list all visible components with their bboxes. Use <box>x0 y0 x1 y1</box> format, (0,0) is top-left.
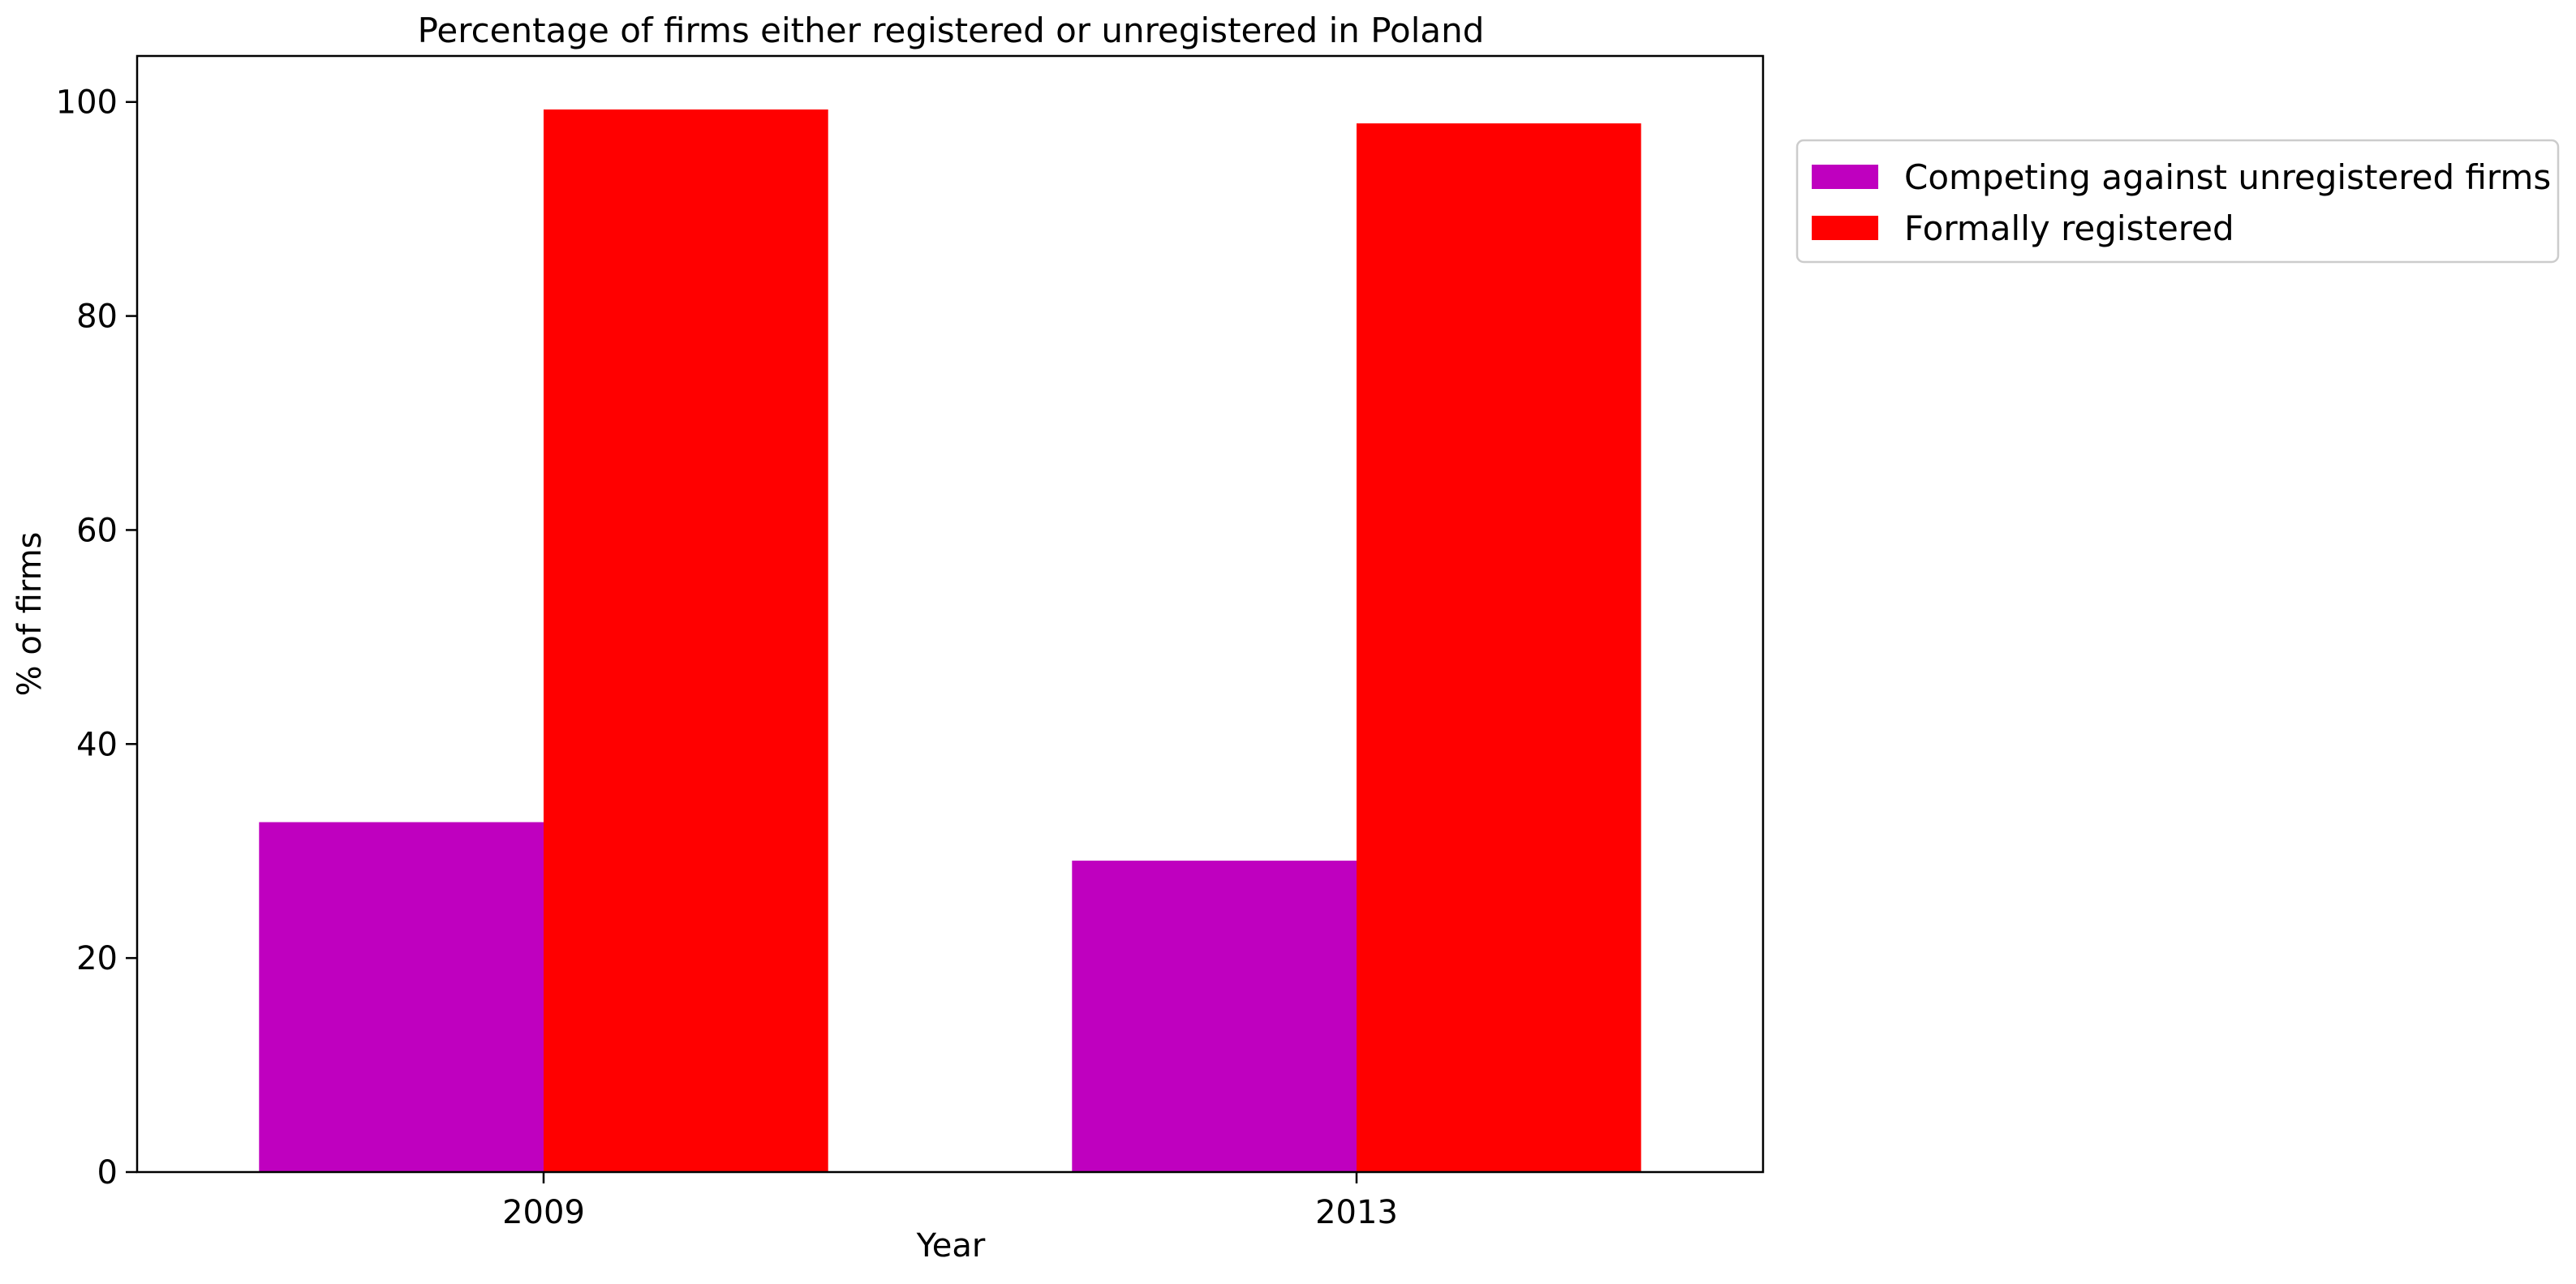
plot-area-frame <box>135 54 1765 1174</box>
y-tick-label-0: 0 <box>97 1154 118 1192</box>
legend-swatch-registered <box>1812 216 1878 240</box>
y-axis-label: % of firms <box>11 532 49 697</box>
x-tick-label-2013: 2013 <box>1315 1194 1398 1231</box>
bars-layer <box>259 109 1641 1172</box>
legend: Competing against unregistered firms For… <box>1795 139 2560 264</box>
bar-formally-registered-2013 <box>1357 123 1641 1172</box>
y-tick-label-80: 80 <box>76 298 118 336</box>
bar-competing-against-unregistered-firms-2013 <box>1072 861 1357 1172</box>
legend-frame <box>1795 139 2560 264</box>
legend-swatch-competing <box>1812 165 1878 189</box>
legend-label-competing: Competing against unregistered firms <box>1904 157 2551 197</box>
bar-formally-registered-2009 <box>544 109 828 1172</box>
y-tick-label-60: 60 <box>76 512 118 549</box>
y-tick-label-20: 20 <box>76 940 118 977</box>
bar-competing-against-unregistered-firms-2009 <box>259 822 544 1172</box>
x-tick-label-2009: 2009 <box>502 1194 585 1231</box>
x-axis-label: Year <box>916 1227 986 1265</box>
y-tick-label-40: 40 <box>76 726 118 763</box>
y-axis: 0 20 40 60 80 100 <box>56 84 137 1192</box>
legend-label-registered: Formally registered <box>1904 208 2234 248</box>
y-tick-label-100: 100 <box>56 84 118 122</box>
chart-title: Percentage of firms either registered or… <box>418 11 1485 50</box>
x-axis: 2009 2013 <box>502 1172 1398 1231</box>
